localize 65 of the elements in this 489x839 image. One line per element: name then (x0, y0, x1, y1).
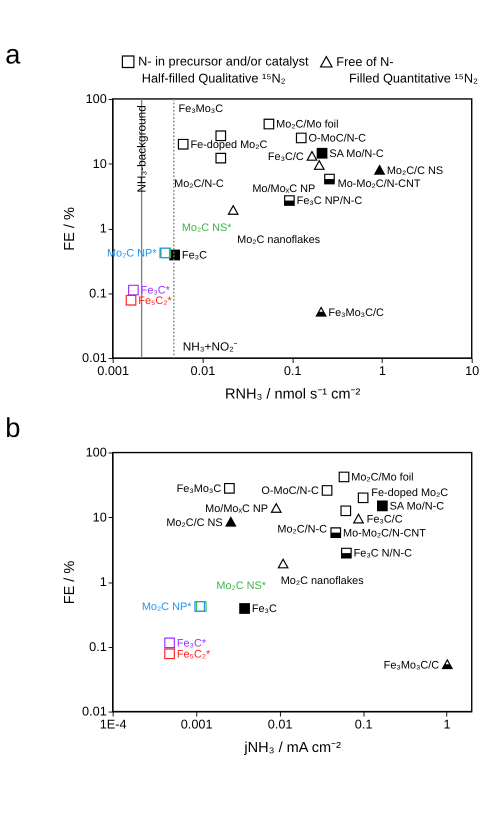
x-tick-label: 1 (378, 362, 386, 378)
annotation: Fe₃C NP/N-C (296, 195, 362, 208)
annotation: Fe₃C/C (268, 150, 304, 163)
text: Filled Quantitative ¹⁵N₂ (349, 70, 478, 86)
x-tick-label: 0.001 (97, 362, 130, 378)
x-tick-label: 0.1 (354, 716, 372, 732)
x-tick-label: 0.1 (284, 362, 302, 378)
annotation: O-MoC/N-C (261, 485, 320, 498)
y-tick-label: 100 (86, 444, 107, 460)
annotation: Fe₃Mo₃C/C (384, 659, 440, 672)
annotation: Fe₃Mo₃C (176, 482, 222, 495)
annotation: Mo₂C NP* (142, 601, 192, 614)
y-tick-label: 10 (92, 156, 107, 171)
x-axis-title: RNH₃ / nmol s⁻¹ cm⁻² (224, 386, 361, 402)
x-tick-label: 1 (444, 716, 451, 732)
annotation: Fe₃C/C (366, 514, 403, 526)
legend-label: N- in precursor and/or catalyst (138, 53, 309, 68)
x-tick-label: 0.001 (180, 716, 213, 732)
legend-label: Free of N- (336, 54, 394, 69)
annotation: Mo₂C NS* (216, 580, 267, 592)
annotation: Fe-doped Mo₂C (190, 138, 268, 151)
annotation: Mo₂C/N-C (277, 524, 328, 536)
annotation: Fe₃C* (176, 638, 207, 650)
y-tick-label: 0.01 (82, 704, 107, 719)
annotation: Fe₃Mo₃C (178, 103, 224, 116)
annotation: Mo₂C/Mo foil (351, 472, 414, 484)
chart-title: b (5, 412, 20, 444)
ref-line-label: NH₃+NO₂⁻ (182, 340, 238, 354)
annotation: SA Mo/N-C (390, 500, 444, 513)
x-tick-label: 0.01 (190, 362, 216, 378)
annotation: Mo/MoₓC NP (205, 503, 268, 516)
y-tick-label: 0.1 (89, 285, 107, 300)
y-tick-label: 0.01 (82, 350, 107, 366)
y-tick-label: 1 (100, 574, 107, 590)
annotation: Fe₅C₂* (176, 648, 212, 660)
annotation: O-MoC/N-C (308, 132, 366, 145)
x-tick-label: 1E-4 (100, 716, 127, 732)
annotation: Mo₂C NS* (182, 222, 232, 234)
annotation: Fe-doped Mo₂C (371, 486, 448, 499)
annotation: Mo₂C nanoflakes (280, 575, 364, 587)
chart-title: a (5, 38, 22, 70)
annotation: Fe₃C N/N-C (354, 548, 412, 560)
x-tick-label: 0.01 (268, 716, 292, 732)
annotation: Fe₃Mo₃C/C (328, 306, 384, 319)
annotation: Mo/MoₓC NP (252, 182, 316, 195)
y-axis-title: FE / % (62, 560, 78, 604)
annotation: Mo₂C nanoflakes (237, 234, 321, 246)
annotation: Mo₂C/Mo foil (276, 118, 339, 131)
y-tick-label: 0.1 (89, 638, 107, 654)
annotation: Mo₂C/C NS (386, 164, 444, 177)
y-tick-label: 10 (92, 509, 107, 524)
x-tick-label: 10 (465, 362, 480, 378)
text: Half-filled Qualitative ¹⁵N₂ (142, 70, 286, 86)
y-tick-label: 1 (100, 220, 107, 236)
x-axis-title: jNH₃ / mA cm⁻² (243, 740, 342, 756)
annotation: SA Mo/N-C (329, 148, 384, 160)
annotation: Fe₃C (252, 603, 277, 616)
y-tick-label: 100 (86, 91, 107, 106)
annotation: Mo₂C/N-C (174, 178, 224, 190)
annotation: Fe₃C (182, 250, 208, 262)
annotation: Mo₂C/C NS (166, 516, 223, 529)
y-axis-title: FE / % (62, 207, 78, 251)
annotation: Mo-Mo₂C/N-CNT (343, 527, 426, 540)
ref-line-label: NH₃-background (134, 105, 148, 193)
annotation: Mo-Mo₂C/N-CNT (338, 178, 421, 190)
